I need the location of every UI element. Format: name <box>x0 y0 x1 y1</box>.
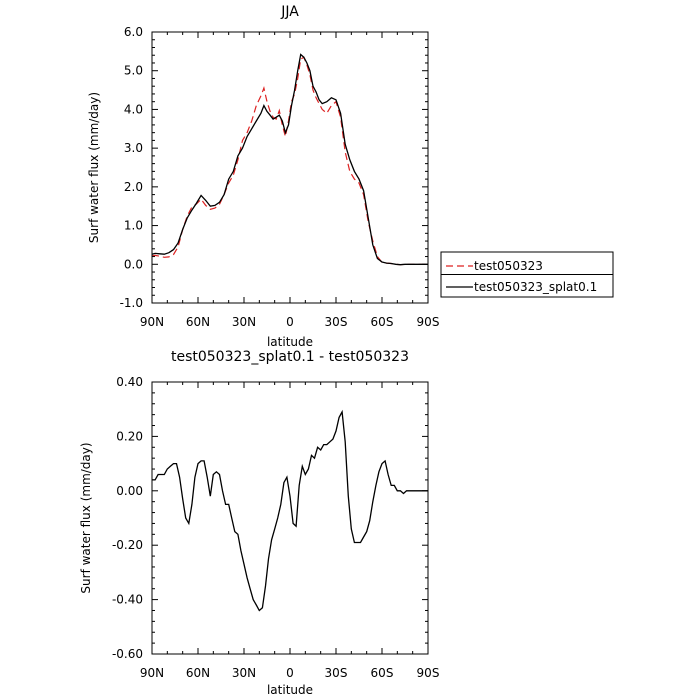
y-tick-label: 2.0 <box>124 180 143 194</box>
top-chart: -1.0 0.0 1.0 2.0 3.0 4.0 5.0 6.0 90N 60N 30N 0 30S 60… <box>87 4 439 349</box>
x-tick-label: 30S <box>325 666 348 680</box>
plot-frame <box>151 381 429 655</box>
bottom-chart: -0.60 -0.40 -0.20 0.00 0.20 0.40 90N 60N 30N 0 30S… <box>79 349 439 697</box>
y-axis-label: Surf water flux (mm/day) <box>87 92 101 243</box>
x-tick-label: 30N <box>232 315 256 329</box>
series-line-test050323-splat0-1 <box>151 53 428 266</box>
y-tick-label: 3.0 <box>124 141 143 155</box>
y-tick-label: 5.0 <box>124 64 143 78</box>
y-tick-label: 4.0 <box>124 102 143 116</box>
x-tick-label: 90S <box>417 666 440 680</box>
legend-label: test050323 <box>474 259 543 273</box>
x-tick-label: 60S <box>371 315 394 329</box>
y-tick-label: 6.0 <box>124 25 143 39</box>
x-tick-label: 30N <box>232 666 256 680</box>
y-tick-label: 0.0 <box>124 257 143 271</box>
y-tick-label: 1.0 <box>124 219 143 233</box>
y-tick-label: 0.40 <box>116 375 143 389</box>
x-tick-label: 60S <box>371 666 394 680</box>
y-tick-label: -1.0 <box>120 296 143 310</box>
legend: test050323 test050323_splat0.1 <box>440 251 614 298</box>
y-tick-label: -0.40 <box>112 593 143 607</box>
series-line-test050323 <box>151 56 428 266</box>
x-tick-label: 90N <box>140 315 164 329</box>
x-tick-label: 60N <box>186 666 210 680</box>
x-tick-label: 30S <box>325 315 348 329</box>
x-tick-label: 90N <box>140 666 164 680</box>
y-tick-label: 0.00 <box>116 484 143 498</box>
x-axis-label: latitude <box>267 683 313 697</box>
y-tick-label: -0.60 <box>112 647 143 661</box>
chart-title: test050323_splat0.1 - test050323 <box>171 349 409 365</box>
legend-label: test050323_splat0.1 <box>474 280 597 294</box>
plot-frame <box>151 31 429 304</box>
x-tick-label: 90S <box>417 315 440 329</box>
x-axis-label: latitude <box>267 335 313 349</box>
chart-title: JJA <box>280 4 299 20</box>
x-tick-label: 0 <box>286 315 294 329</box>
x-tick-label: 60N <box>186 315 210 329</box>
y-axis-label: Surf water flux (mm/day) <box>79 442 93 593</box>
y-tick-label: 0.20 <box>116 429 143 443</box>
x-tick-label: 0 <box>286 666 294 680</box>
series-line-difference <box>152 409 428 612</box>
y-tick-label: -0.20 <box>112 538 143 552</box>
